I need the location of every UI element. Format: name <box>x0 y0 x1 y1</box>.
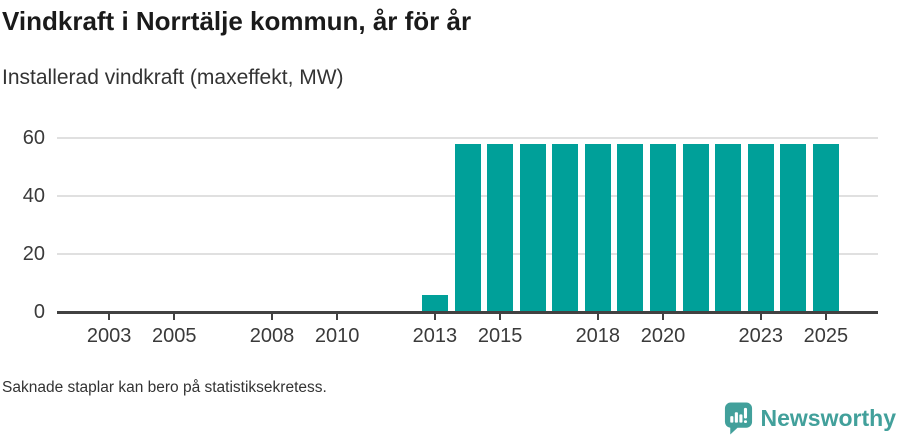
x-axis-label: 2020 <box>640 325 686 347</box>
x-tick-2025 <box>824 314 827 320</box>
bar-2015 <box>487 143 514 312</box>
bar-2022 <box>715 143 742 312</box>
chart-subtitle: Installerad vindkraft (maxeffekt, MW) <box>2 66 344 89</box>
bar-2016 <box>519 143 546 312</box>
x-axis-label: 2010 <box>314 325 360 347</box>
x-axis-label: 2003 <box>86 325 132 347</box>
x-tick-2015 <box>499 314 502 320</box>
x-tick-2008 <box>271 314 274 320</box>
bar-2023 <box>747 143 774 312</box>
bar-2014 <box>454 143 481 312</box>
chart-title: Vindkraft i Norrtälje kommun, år för år <box>2 6 472 36</box>
x-tick-2005 <box>173 314 176 320</box>
x-axis-label: 2015 <box>477 325 523 347</box>
x-tick-2013 <box>433 314 436 320</box>
x-tick-2010 <box>336 314 339 320</box>
x-axis-label: 2025 <box>803 325 849 347</box>
newsworthy-bubble-icon <box>724 402 752 435</box>
x-axis-label: 2018 <box>575 325 621 347</box>
y-axis-label: 40 <box>22 185 45 207</box>
x-axis-label: 2013 <box>412 325 458 347</box>
bar-2021 <box>682 143 709 312</box>
x-axis-label: 2023 <box>738 325 783 347</box>
x-axis-line <box>57 311 878 314</box>
bar-2019 <box>617 143 644 312</box>
newsworthy-wordmark: Newsworthy <box>760 405 896 431</box>
x-axis-label: 2008 <box>249 325 295 347</box>
x-tick-2020 <box>661 314 664 320</box>
x-tick-2003 <box>108 314 111 320</box>
bar-2024 <box>780 143 807 312</box>
x-tick-2018 <box>596 314 599 320</box>
bar-2017 <box>552 143 579 312</box>
bar-2013 <box>421 294 448 312</box>
x-axis-label: 2005 <box>152 325 197 347</box>
bar-2025 <box>812 143 839 312</box>
newsworthy-logo[interactable]: Newsworthy <box>723 401 896 436</box>
bar-2020 <box>649 143 676 312</box>
gridline-60 <box>57 137 878 139</box>
y-axis-label: 60 <box>22 127 45 149</box>
bar-2018 <box>584 143 611 312</box>
y-axis-label: 20 <box>22 243 45 265</box>
chart-footnote: Saknade staplar kan bero på statistiksek… <box>2 379 327 396</box>
y-axis-label: 0 <box>33 301 45 323</box>
x-tick-2023 <box>759 314 762 320</box>
